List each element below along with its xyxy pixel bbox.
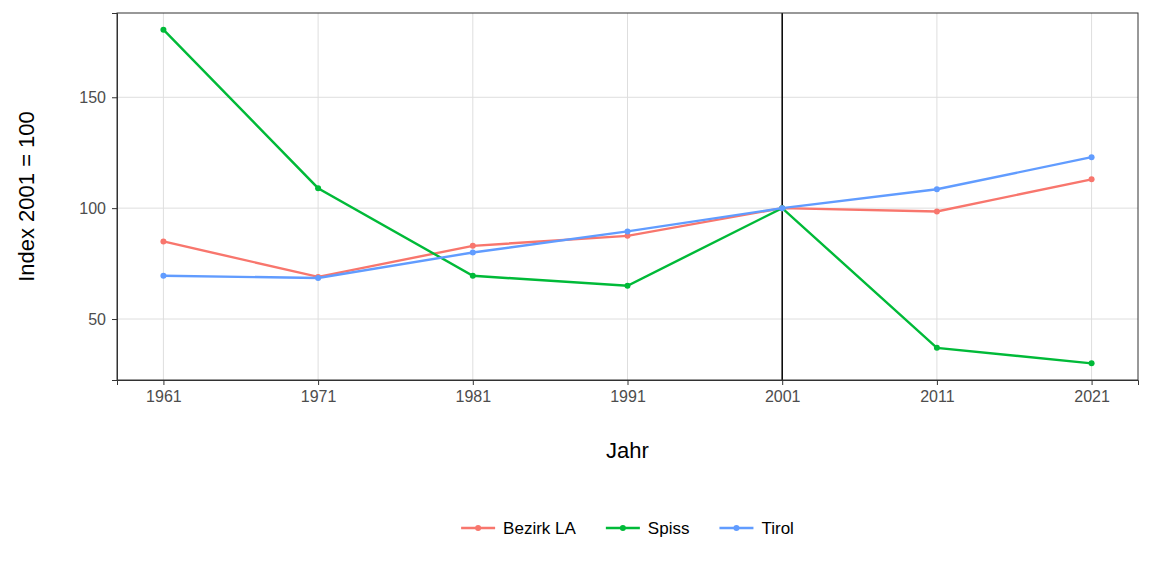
legend-label: Spiss — [648, 519, 690, 538]
legend-item: Bezirk LA — [461, 519, 576, 538]
legend-item: Spiss — [606, 519, 690, 538]
tick: 2011 — [920, 380, 955, 405]
tick-label: 1991 — [610, 388, 646, 405]
grid-line-x — [782, 13, 783, 380]
grid-line-x — [936, 13, 937, 380]
tick-label: 100 — [79, 200, 106, 217]
series-point — [1089, 360, 1095, 366]
y-axis: 50 100 150 — [79, 14, 117, 381]
series-point — [934, 208, 940, 214]
series-point — [625, 228, 631, 234]
tick-mark — [163, 380, 164, 385]
series-point — [779, 205, 785, 211]
legend-label: Bezirk LA — [503, 519, 576, 538]
legend-item: Tirol — [719, 519, 793, 538]
series-point — [625, 283, 631, 289]
tick: 1971 — [301, 380, 337, 405]
tick: 2001 — [765, 380, 801, 405]
grid-line-x — [163, 13, 164, 380]
tick-label: 1971 — [301, 388, 337, 405]
tick: 1991 — [610, 380, 646, 405]
tick: 2021 — [1074, 380, 1110, 405]
series-point — [779, 205, 785, 211]
reference-line — [781, 13, 783, 380]
series-point — [1089, 154, 1095, 160]
series-point — [934, 345, 940, 351]
grid-line-x — [472, 13, 473, 380]
series-point — [160, 238, 166, 244]
series-point — [160, 27, 166, 33]
tick-mark — [473, 380, 474, 385]
tick-mark — [937, 380, 938, 385]
y-axis-title: Index 2001 = 100 — [14, 111, 39, 282]
grid-line-x — [1091, 13, 1092, 380]
tick-label: 50 — [88, 311, 106, 328]
tick-label: 2001 — [765, 388, 801, 405]
series-point — [315, 275, 321, 281]
tick: 1981 — [456, 380, 492, 405]
series-line — [163, 157, 1091, 278]
legend: Bezirk LA Spiss Tirol — [461, 519, 794, 538]
tick: 1961 — [146, 380, 182, 405]
plot-area — [160, 13, 1094, 380]
tick-label: 150 — [79, 89, 106, 106]
legend-label: Tirol — [761, 519, 793, 538]
legend-key-point — [620, 525, 626, 531]
grid-line-x — [318, 13, 319, 380]
tick-mark — [628, 380, 629, 385]
tick: 100 — [79, 200, 117, 217]
tick-mark — [112, 208, 117, 209]
tick-mark — [1092, 380, 1093, 385]
tick: 50 — [88, 311, 117, 328]
tick-label: 1981 — [456, 388, 492, 405]
series-line — [163, 179, 1091, 277]
grid — [117, 13, 1138, 380]
panel-background — [117, 13, 1138, 380]
chart: 1961 1971 1981 1991 2001 2011 2021 50 100 150 Jahr… — [0, 0, 1152, 576]
series-point — [160, 273, 166, 279]
series-point — [470, 249, 476, 255]
x-axis: 1961 1971 1981 1991 2001 2011 2021 — [118, 380, 1139, 405]
tick-label: 2011 — [920, 388, 955, 405]
series-point — [934, 186, 940, 192]
tick-mark — [112, 97, 117, 98]
x-axis-title: Jahr — [606, 438, 649, 463]
series-point — [470, 273, 476, 279]
legend-key-point — [475, 525, 481, 531]
grid-line-y — [117, 319, 1138, 320]
series-line — [163, 30, 1091, 364]
tick-label: 1961 — [146, 388, 182, 405]
grid-line-y — [117, 208, 1138, 209]
panel: 1961 1971 1981 1991 2001 2011 2021 50 100 150 — [79, 13, 1138, 405]
tick: 150 — [79, 89, 117, 106]
axis-line — [118, 381, 1139, 386]
tick-mark — [782, 380, 783, 385]
series-point — [470, 243, 476, 249]
series-point — [1089, 176, 1095, 182]
panel-border — [117, 13, 1138, 380]
series-point — [315, 185, 321, 191]
grid-line-y — [117, 97, 1138, 98]
tick-mark — [112, 319, 117, 320]
legend-key-point — [733, 525, 739, 531]
tick-label: 2021 — [1074, 388, 1110, 405]
tick-mark — [318, 380, 319, 385]
grid-line-x — [627, 13, 628, 380]
series-point — [779, 205, 785, 211]
